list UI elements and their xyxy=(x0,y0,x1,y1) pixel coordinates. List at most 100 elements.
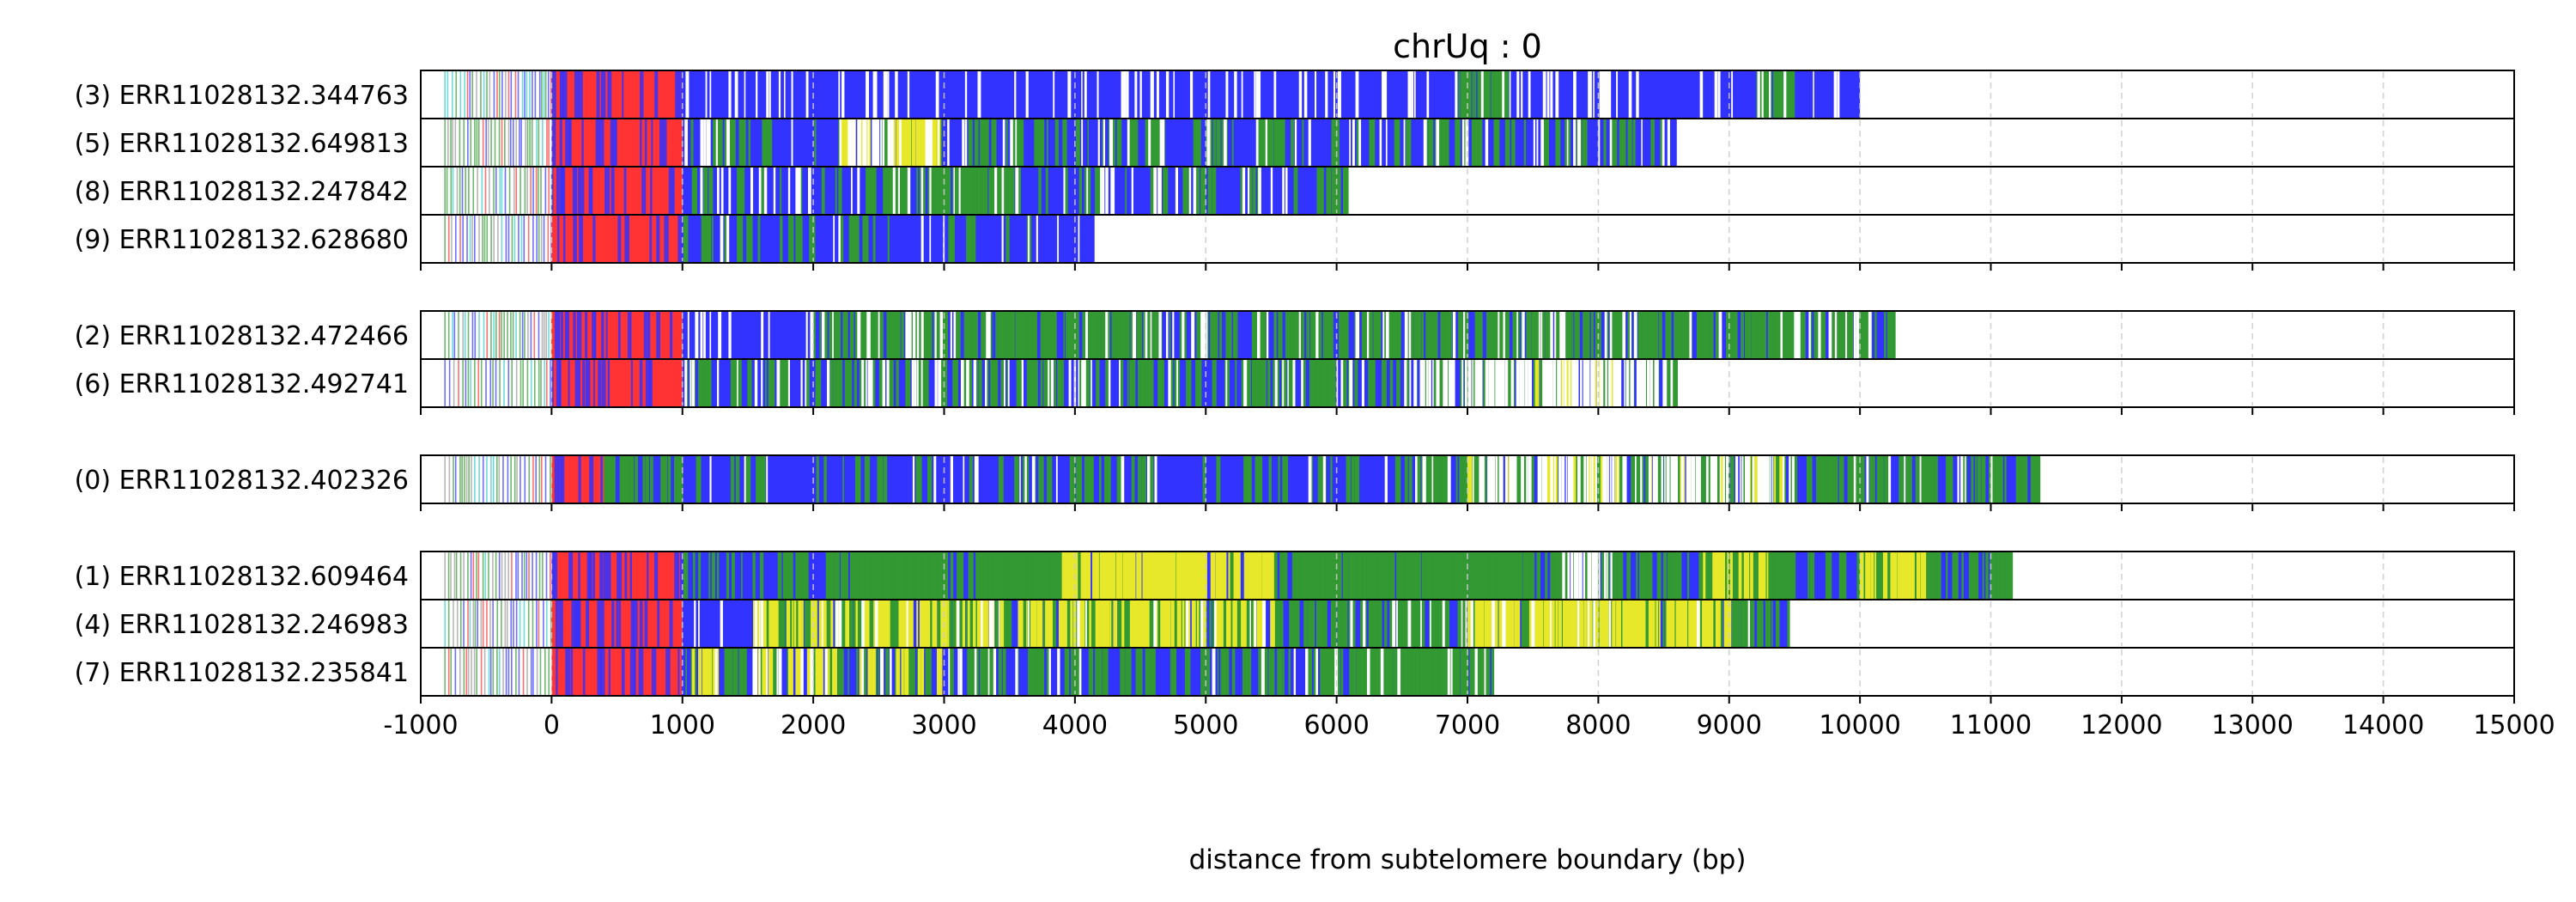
read-segment xyxy=(998,600,1000,647)
read-segment xyxy=(692,552,696,599)
read-segment xyxy=(1413,71,1416,118)
read-segment xyxy=(886,312,890,358)
read-segment xyxy=(762,456,766,503)
read-segment xyxy=(529,71,531,118)
read-segment xyxy=(540,216,543,262)
read-segment xyxy=(496,600,499,647)
read-segment xyxy=(718,312,722,358)
read-segment xyxy=(466,71,469,118)
read-segment xyxy=(1477,71,1483,118)
read-segment xyxy=(632,456,634,503)
read-segment xyxy=(1696,312,1704,358)
read-segment xyxy=(556,312,561,358)
read-segment xyxy=(1080,600,1084,647)
read-segment xyxy=(1443,360,1446,406)
read-segment xyxy=(1277,649,1279,695)
read-segment xyxy=(826,360,830,406)
read-segment xyxy=(493,312,495,358)
read-segment xyxy=(1408,552,1412,599)
read-segment xyxy=(968,649,974,695)
read-segment xyxy=(896,360,899,406)
read-segment xyxy=(1150,312,1152,358)
read-segment xyxy=(1322,456,1326,503)
read-segment xyxy=(852,119,856,166)
read-segment xyxy=(1201,649,1206,695)
read-segment xyxy=(1411,552,1414,599)
read-segment xyxy=(726,552,730,599)
read-segment xyxy=(987,119,989,166)
read-segment xyxy=(1667,552,1671,599)
read-segment xyxy=(1173,71,1176,118)
read-segment xyxy=(742,168,745,214)
read-segment xyxy=(1860,456,1865,503)
read-segment xyxy=(463,649,465,695)
read-segment xyxy=(578,552,580,599)
read-segment xyxy=(1889,312,1896,358)
x-tick-label: 15000 xyxy=(2473,710,2555,740)
read-segment xyxy=(1112,168,1115,214)
read-segment xyxy=(975,456,979,503)
read-segment xyxy=(524,456,526,503)
read-segment xyxy=(1085,600,1087,647)
read-segment xyxy=(897,119,900,166)
read-segment xyxy=(864,456,871,503)
read-segment xyxy=(907,552,909,599)
read-segment xyxy=(1976,552,1978,599)
read-segment xyxy=(624,216,629,262)
read-segment xyxy=(1884,456,1891,503)
read-segment xyxy=(810,649,814,695)
read-segment xyxy=(1403,600,1405,647)
read-segment xyxy=(499,360,501,406)
read-segment xyxy=(2004,552,2007,599)
read-segment xyxy=(1977,552,1979,599)
read-segment xyxy=(1354,456,1360,503)
read-label: (5) ERR11028132.649813 xyxy=(75,129,409,159)
read-segment xyxy=(1842,552,1847,599)
read-segment xyxy=(1587,552,1590,599)
read-segment xyxy=(978,360,982,406)
read-segment xyxy=(459,216,461,262)
read-segment xyxy=(1248,552,1251,599)
read-segment xyxy=(842,312,848,358)
read-segment xyxy=(1392,600,1396,647)
read-segment xyxy=(1224,552,1226,599)
read-segment xyxy=(993,552,996,599)
read-segment xyxy=(1420,600,1422,647)
read-segment xyxy=(1741,312,1744,358)
read-segment xyxy=(1504,456,1509,503)
read-segment xyxy=(495,312,497,358)
read-segment xyxy=(1040,360,1043,406)
read-segment xyxy=(1494,552,1498,599)
read-segment xyxy=(791,119,793,166)
read-segment xyxy=(1729,552,1733,599)
read-segment xyxy=(574,71,580,118)
read-segment xyxy=(1255,71,1260,118)
read-segment xyxy=(1928,552,1930,599)
read-segment xyxy=(1495,312,1500,358)
read-segment xyxy=(1342,360,1347,406)
read-segment xyxy=(1929,456,1931,503)
read-segment xyxy=(1133,312,1137,358)
read-segment xyxy=(790,600,793,647)
read-segment xyxy=(1426,71,1430,118)
read-segment xyxy=(506,600,508,647)
read-segment xyxy=(1613,552,1618,599)
read-segment xyxy=(1162,119,1165,166)
read-segment xyxy=(976,600,980,647)
read-segment xyxy=(1504,360,1509,406)
read-segment xyxy=(923,119,927,166)
read-segment xyxy=(1671,600,1675,647)
read-segment xyxy=(1145,649,1151,695)
read-segment xyxy=(1133,600,1138,647)
read-segment xyxy=(1039,649,1044,695)
read-segment xyxy=(848,649,849,695)
read-segment xyxy=(471,312,474,358)
read-segment xyxy=(1321,649,1327,695)
read-track: (3) ERR11028132.344763 xyxy=(75,70,2515,119)
read-segment xyxy=(1028,649,1030,695)
read-segment xyxy=(1048,312,1052,358)
read-segment xyxy=(1121,456,1125,503)
read-segment xyxy=(1384,600,1388,647)
read-segment xyxy=(538,312,540,358)
read-segment xyxy=(1219,312,1223,358)
